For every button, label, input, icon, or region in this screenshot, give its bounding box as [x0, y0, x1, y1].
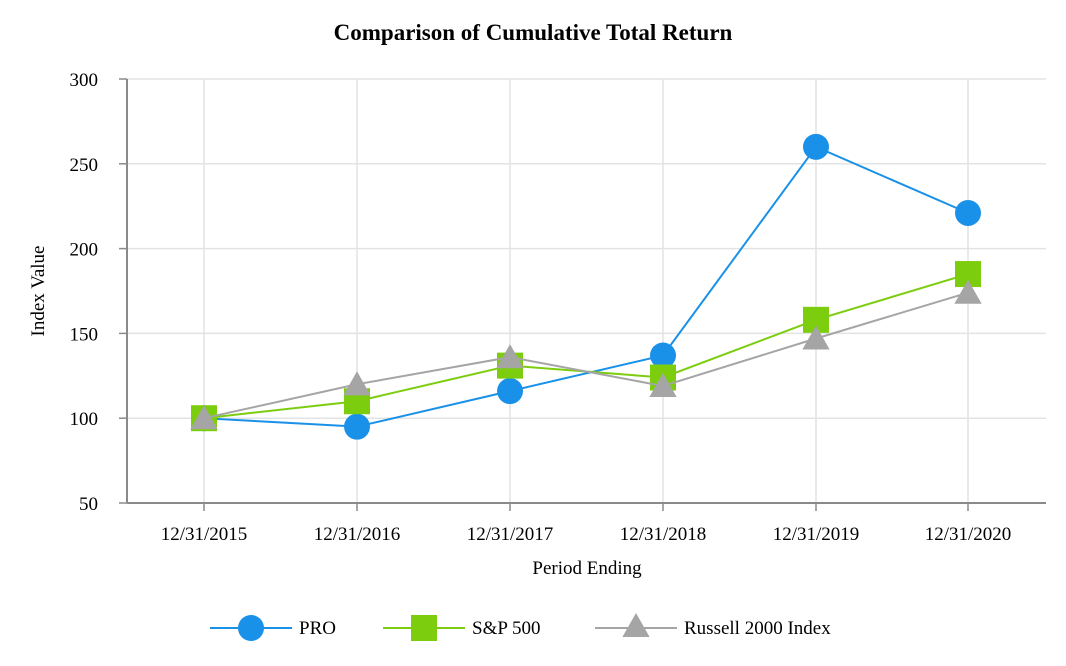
x-tick-label: 12/31/2020	[925, 524, 1012, 545]
series-russell-2000-index	[190, 279, 982, 430]
series-s-p-500	[191, 261, 981, 432]
x-axis-label: Period Ending	[532, 558, 642, 579]
y-tick-label: 300	[70, 70, 99, 91]
data-point	[343, 371, 371, 396]
data-point	[954, 279, 982, 304]
series	[190, 133, 982, 440]
data-point	[649, 372, 677, 398]
legend-marker	[622, 613, 650, 638]
y-tick-label: 200	[70, 240, 99, 261]
legend: PRO S&P 500 Russell 2000 Index	[210, 613, 831, 641]
data-point	[344, 413, 370, 440]
data-point	[496, 344, 524, 369]
y-tick-label: 50	[79, 494, 98, 515]
data-point	[190, 405, 218, 430]
chart-title: Comparison of Cumulative Total Return	[334, 20, 733, 45]
x-tick-label: 12/31/2016	[314, 524, 401, 545]
data-point	[955, 199, 981, 226]
x-tick-label: 12/31/2019	[773, 524, 860, 545]
legend-marker	[238, 615, 264, 641]
data-point	[803, 133, 829, 160]
y-tick-label: 150	[70, 324, 99, 345]
tick-labels: 50 100 150 200 250 300 12/31/2015 12/31/2016 12/…	[70, 70, 1012, 545]
y-axis-label: Index Value	[28, 246, 49, 337]
series-line	[203, 291, 969, 420]
legend-item: S&P 500	[383, 615, 540, 641]
legend-label: S&P 500	[472, 618, 540, 639]
x-tick-label: 12/31/2017	[467, 524, 554, 545]
legend-label: Russell 2000 Index	[684, 618, 831, 639]
legend-label: PRO	[299, 618, 336, 639]
axes	[119, 78, 1046, 511]
x-tick-label: 12/31/2018	[620, 524, 707, 545]
y-tick-label: 250	[70, 155, 99, 176]
legend-marker	[411, 615, 437, 641]
y-tick-label: 100	[70, 409, 99, 430]
x-tick-label: 12/31/2015	[161, 524, 248, 545]
data-point	[650, 342, 676, 369]
data-point	[802, 325, 830, 350]
data-point	[497, 378, 523, 405]
grid	[127, 78, 1046, 503]
legend-item: Russell 2000 Index	[595, 613, 831, 639]
series-line	[203, 145, 969, 428]
legend-item: PRO	[210, 615, 336, 641]
series-line	[203, 273, 969, 420]
